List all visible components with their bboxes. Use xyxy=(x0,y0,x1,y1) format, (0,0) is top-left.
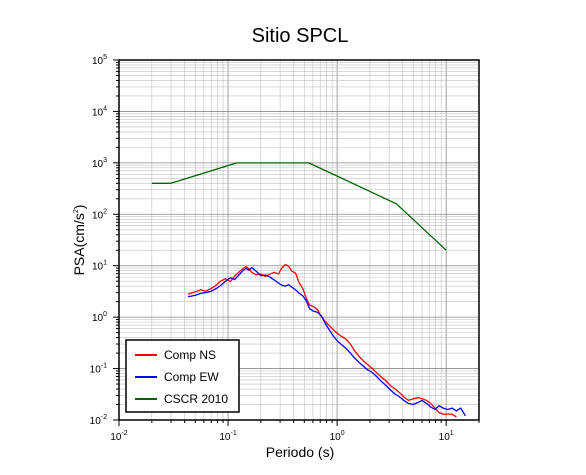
x-tick-label: 10-2 xyxy=(110,430,127,443)
x-tick-label-base: 10 xyxy=(110,432,122,443)
series-lines xyxy=(151,162,466,418)
x-tick-label-exponent: -2 xyxy=(121,430,127,437)
y-tick-label-exponent: 1 xyxy=(103,260,107,267)
grid xyxy=(118,59,480,421)
y-axis-label: PSA(cm/s2) xyxy=(71,205,87,276)
y-tick-label-base: 10 xyxy=(92,313,104,324)
y-tick-label: 10-2 xyxy=(90,414,107,427)
y-tick-label: 101 xyxy=(92,260,107,273)
x-tick-label: 100 xyxy=(330,430,345,443)
x-axis-label: Periodo (s) xyxy=(266,444,334,460)
y-tick-label-exponent: 3 xyxy=(103,157,107,164)
x-tick-label-base: 10 xyxy=(439,432,451,443)
y-tick-label: 10-1 xyxy=(90,363,107,376)
legend-label-comp-ew: Comp EW xyxy=(164,370,219,384)
y-tick-label-base: 10 xyxy=(92,56,104,67)
y-tick-label-base: 10 xyxy=(92,262,104,273)
y-tick-label-exponent: 5 xyxy=(103,54,107,61)
x-tick-label-exponent: -1 xyxy=(231,430,237,437)
y-tick-label-base: 10 xyxy=(92,210,104,221)
y-tick-label: 104 xyxy=(92,105,107,118)
chart-title: Sitio SPCL xyxy=(252,25,349,47)
x-tick-label: 101 xyxy=(439,430,454,443)
y-tick-label: 102 xyxy=(92,208,107,221)
y-tick-label: 105 xyxy=(92,54,107,67)
x-tick-label-base: 10 xyxy=(219,432,231,443)
y-tick-label-base: 10 xyxy=(92,107,104,118)
y-axis-label-superscript: 2 xyxy=(73,209,80,213)
y-tick-label-exponent: 0 xyxy=(103,311,107,318)
y-axis-label-close: ) xyxy=(71,205,87,210)
y-tick-label-base: 10 xyxy=(90,416,102,427)
x-tick-label: 10-1 xyxy=(219,430,236,443)
y-tick-label-exponent: 2 xyxy=(103,208,107,215)
x-tick-label-exponent: 1 xyxy=(450,430,454,437)
y-tick-label-exponent: -1 xyxy=(101,363,107,370)
series-line-cscr-2010 xyxy=(151,162,447,251)
y-tick-label: 100 xyxy=(92,311,107,324)
legend-label-cscr-2010: CSCR 2010 xyxy=(164,392,228,406)
y-tick-label: 103 xyxy=(92,157,107,170)
x-tick-label-base: 10 xyxy=(330,432,342,443)
y-tick-label-exponent: 4 xyxy=(103,105,107,112)
plot-frame xyxy=(118,59,480,421)
y-tick-label-exponent: -2 xyxy=(101,414,107,421)
legend: Comp NS Comp EW CSCR 2010 xyxy=(125,339,240,413)
y-tick-label-base: 10 xyxy=(90,365,102,376)
y-tick-label-base: 10 xyxy=(92,159,104,170)
series-line-comp-ew xyxy=(187,266,466,417)
x-tick-label-exponent: 0 xyxy=(341,430,345,437)
y-axis-label-base: PSA(cm/s xyxy=(71,213,87,275)
legend-label-comp-ns: Comp NS xyxy=(164,348,216,362)
